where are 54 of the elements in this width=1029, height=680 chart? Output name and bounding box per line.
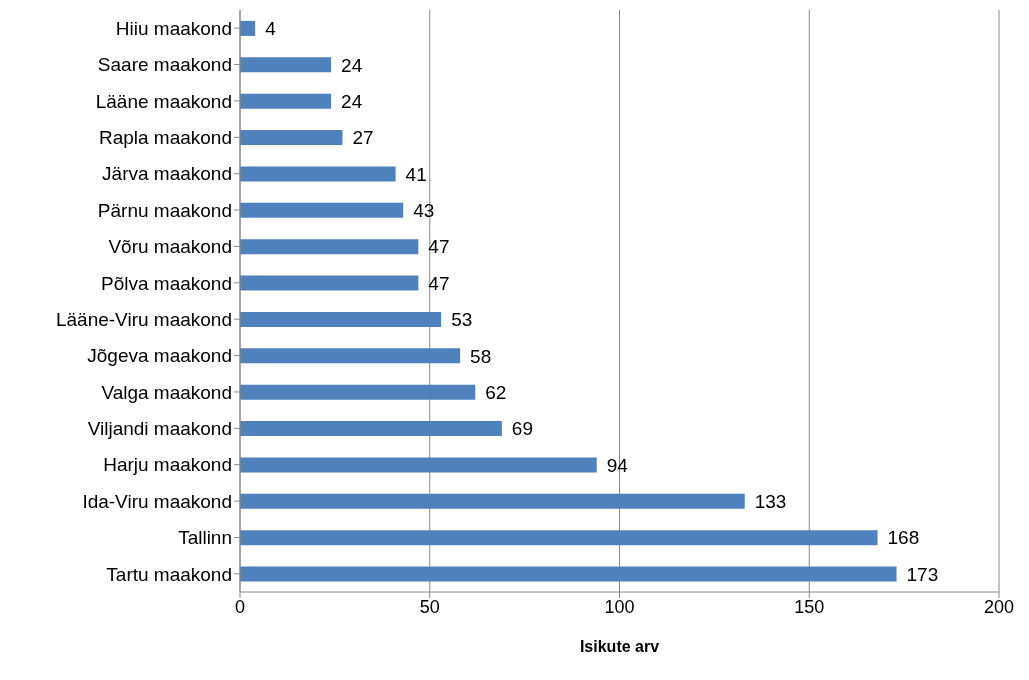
bar: [240, 239, 419, 255]
y-tick-label: Hiiu maakond: [115, 17, 232, 39]
data-label: 69: [511, 418, 533, 440]
data-label: 43: [413, 200, 435, 222]
data-label: 133: [754, 491, 787, 513]
data-label: 53: [451, 309, 473, 331]
y-tick-label: Järva maakond: [102, 163, 232, 185]
y-tick-label: Võru maakond: [108, 236, 232, 258]
bar: [240, 275, 419, 291]
y-tick-label: Tartu maakond: [106, 563, 232, 585]
data-label: 173: [906, 563, 939, 585]
y-tick-label: Valga maakond: [101, 381, 232, 403]
data-label: 168: [887, 527, 920, 549]
bar: [240, 166, 396, 182]
bar: [240, 493, 745, 509]
x-tick-label: 100: [604, 596, 635, 617]
data-label: 27: [352, 127, 374, 149]
bar: [240, 384, 476, 400]
bar: [240, 130, 343, 146]
y-tick-label: Saare maakond: [97, 54, 232, 76]
y-tick-label: Lääne-Viru maakond: [55, 308, 232, 330]
y-tick-label: Põlva maakond: [101, 272, 232, 294]
data-label: 94: [606, 454, 629, 476]
y-tick-label: Pärnu maakond: [97, 199, 232, 221]
data-label: 47: [428, 236, 450, 258]
data-label: 47: [428, 272, 450, 294]
x-tick-label: 200: [983, 596, 1015, 617]
x-axis-title: Isikute arv: [579, 638, 660, 655]
bar: [240, 421, 502, 437]
data-label: 58: [470, 345, 492, 367]
bar: [240, 311, 442, 327]
bar: [240, 93, 332, 109]
x-tick-label: 0: [234, 596, 246, 617]
y-tick-label: Lääne maakond: [95, 90, 232, 112]
y-tick-label: Jõgeva maakond: [87, 345, 232, 367]
x-tick-label: 50: [419, 596, 440, 617]
bar: [240, 57, 332, 73]
bar: [240, 202, 404, 218]
bar: [240, 20, 256, 36]
data-label: 4: [265, 18, 277, 40]
data-label: 24: [341, 90, 363, 112]
data-label: 24: [341, 54, 363, 76]
y-tick-label: Tallinn: [178, 527, 232, 549]
bar: [240, 348, 461, 364]
data-label: 41: [405, 163, 427, 185]
y-tick-label: Ida-Viru maakond: [82, 490, 232, 512]
bar: [240, 566, 897, 582]
x-tick-label: 150: [794, 596, 825, 617]
y-tick-label: Harju maakond: [103, 454, 232, 476]
data-label: 62: [485, 381, 507, 403]
bar: [240, 457, 597, 473]
y-tick-label: Viljandi maakond: [87, 418, 232, 440]
y-tick-label: Rapla maakond: [98, 127, 232, 149]
bar: [240, 530, 878, 546]
